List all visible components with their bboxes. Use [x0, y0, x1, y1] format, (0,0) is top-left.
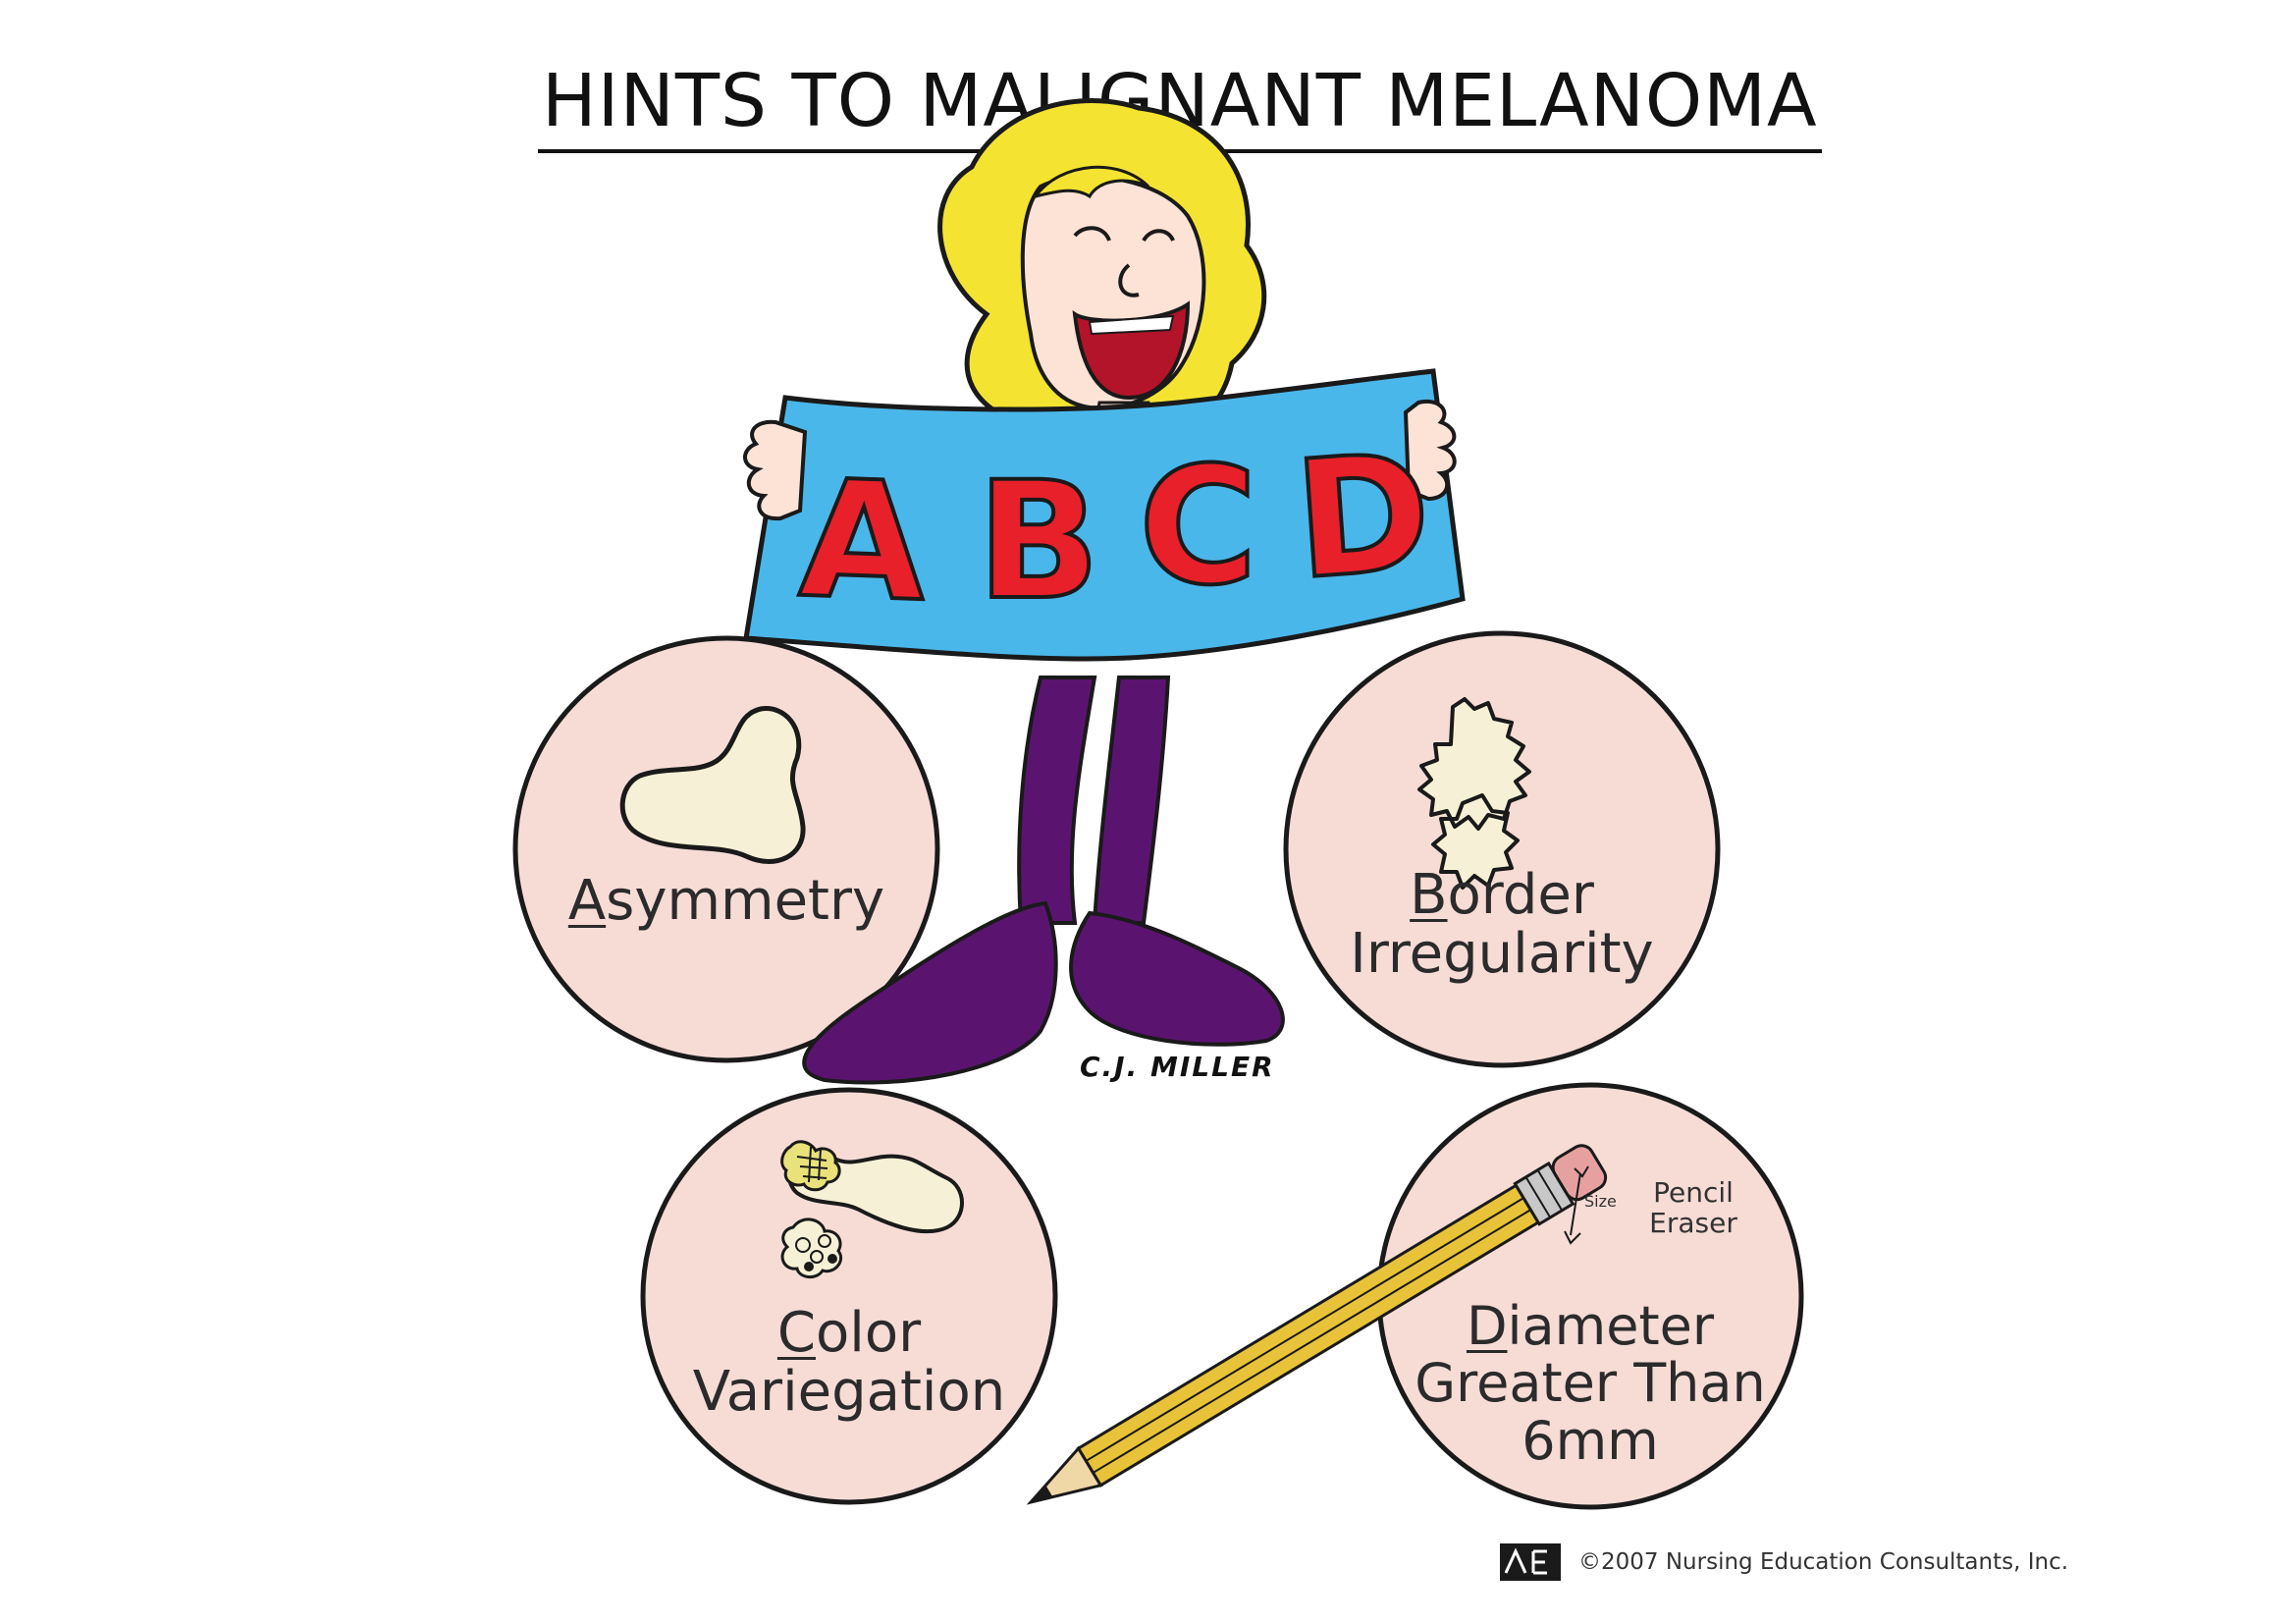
artist-signature: C.J. MILLER: [1080, 1051, 1275, 1083]
label-asymmetry: Asymmetry: [545, 869, 908, 933]
label-asymmetry-first-letter: A: [567, 869, 607, 933]
label-diameter-rest: iameter: [1507, 1295, 1715, 1357]
label-border-first-letter: B: [1410, 863, 1448, 927]
label-color-line2: Variegation: [692, 1360, 1006, 1425]
pencil-note-line2: Eraser: [1649, 1206, 1737, 1239]
character-left-shoe: [802, 900, 1058, 1085]
asymmetry-lesion-icon: [619, 706, 806, 864]
character-right-shoe: [1069, 910, 1285, 1047]
color-lesion-icon: [780, 1140, 964, 1278]
label-color-first-letter: C: [776, 1301, 816, 1365]
label-color: Color Variegation: [667, 1301, 1031, 1425]
character-eyes: [1073, 226, 1175, 243]
label-border: Border Irregularity: [1315, 863, 1688, 987]
character-right-hand: [1403, 399, 1457, 502]
label-diameter-line3: 6mm: [1522, 1409, 1659, 1472]
label-diameter-line2: Greater Than: [1415, 1352, 1766, 1415]
abcd-banner: [743, 368, 1466, 662]
label-diameter: Diameter Greater Than 6mm: [1404, 1295, 1777, 1472]
copyright-text: ©2007 Nursing Education Consultants, Inc…: [1578, 1549, 2069, 1575]
label-diameter-first-letter: D: [1466, 1295, 1508, 1357]
pencil-note: Pencil Eraser: [1629, 1176, 1757, 1239]
label-border-rest: order: [1447, 863, 1594, 927]
banner-letter-d: D: [1287, 415, 1438, 617]
character-left-hand: [743, 419, 808, 521]
size-arrow-icon: [1564, 1165, 1589, 1245]
border-lesion-icon: [1417, 697, 1531, 890]
pencil-note-line1: Pencil: [1653, 1176, 1734, 1209]
banner-letter-a: A: [795, 443, 931, 639]
label-asymmetry-rest: symmetry: [606, 869, 885, 933]
label-border-line2: Irregularity: [1350, 922, 1654, 987]
label-color-rest: olor: [816, 1301, 922, 1365]
publisher-logo-icon: [1500, 1543, 1561, 1581]
banner-letter-b: B: [975, 445, 1102, 637]
pencil-size-label: Size: [1584, 1192, 1617, 1211]
banner-letter-c: C: [1137, 430, 1259, 622]
circle-color: [640, 1087, 1058, 1505]
character-legs: [1017, 676, 1097, 925]
